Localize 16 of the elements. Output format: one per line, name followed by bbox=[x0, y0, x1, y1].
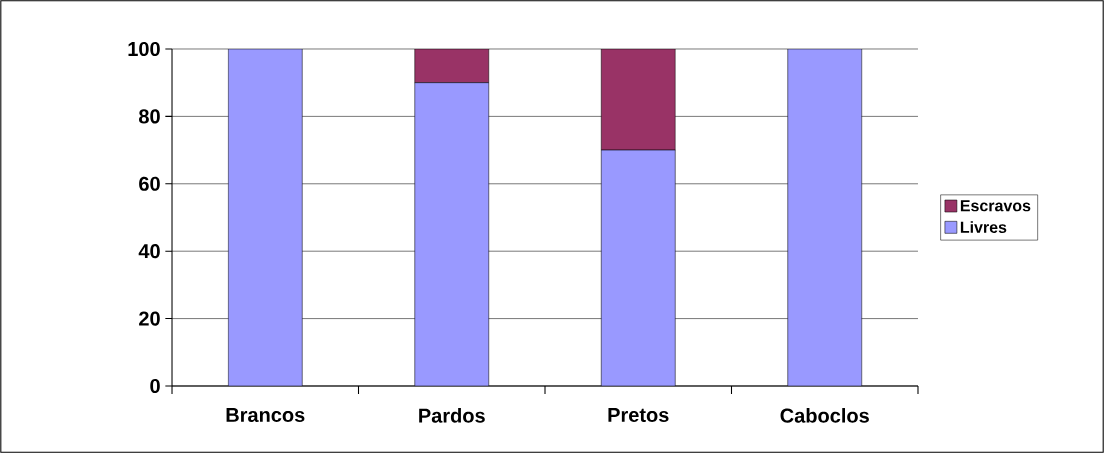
y-tick-label: 0 bbox=[150, 378, 160, 394]
bar bbox=[787, 48, 863, 386]
bar bbox=[600, 149, 676, 386]
legend-label: Livres bbox=[960, 221, 1007, 233]
y-tick-label: 20 bbox=[139, 311, 160, 326]
legend-label: Escravos bbox=[960, 200, 1031, 212]
x-tick-label: Pretos bbox=[608, 408, 669, 422]
x-tick-label: Pardos bbox=[419, 408, 485, 423]
bar bbox=[414, 82, 490, 386]
x-tick-label: Brancos bbox=[226, 408, 305, 422]
bar bbox=[227, 48, 303, 386]
x-tick-label: Caboclos bbox=[780, 408, 869, 423]
y-tick-label: 60 bbox=[139, 176, 160, 191]
y-tick-label: 100 bbox=[128, 41, 160, 57]
y-tick-label: 80 bbox=[139, 109, 160, 124]
y-tick-label: 40 bbox=[138, 244, 160, 259]
